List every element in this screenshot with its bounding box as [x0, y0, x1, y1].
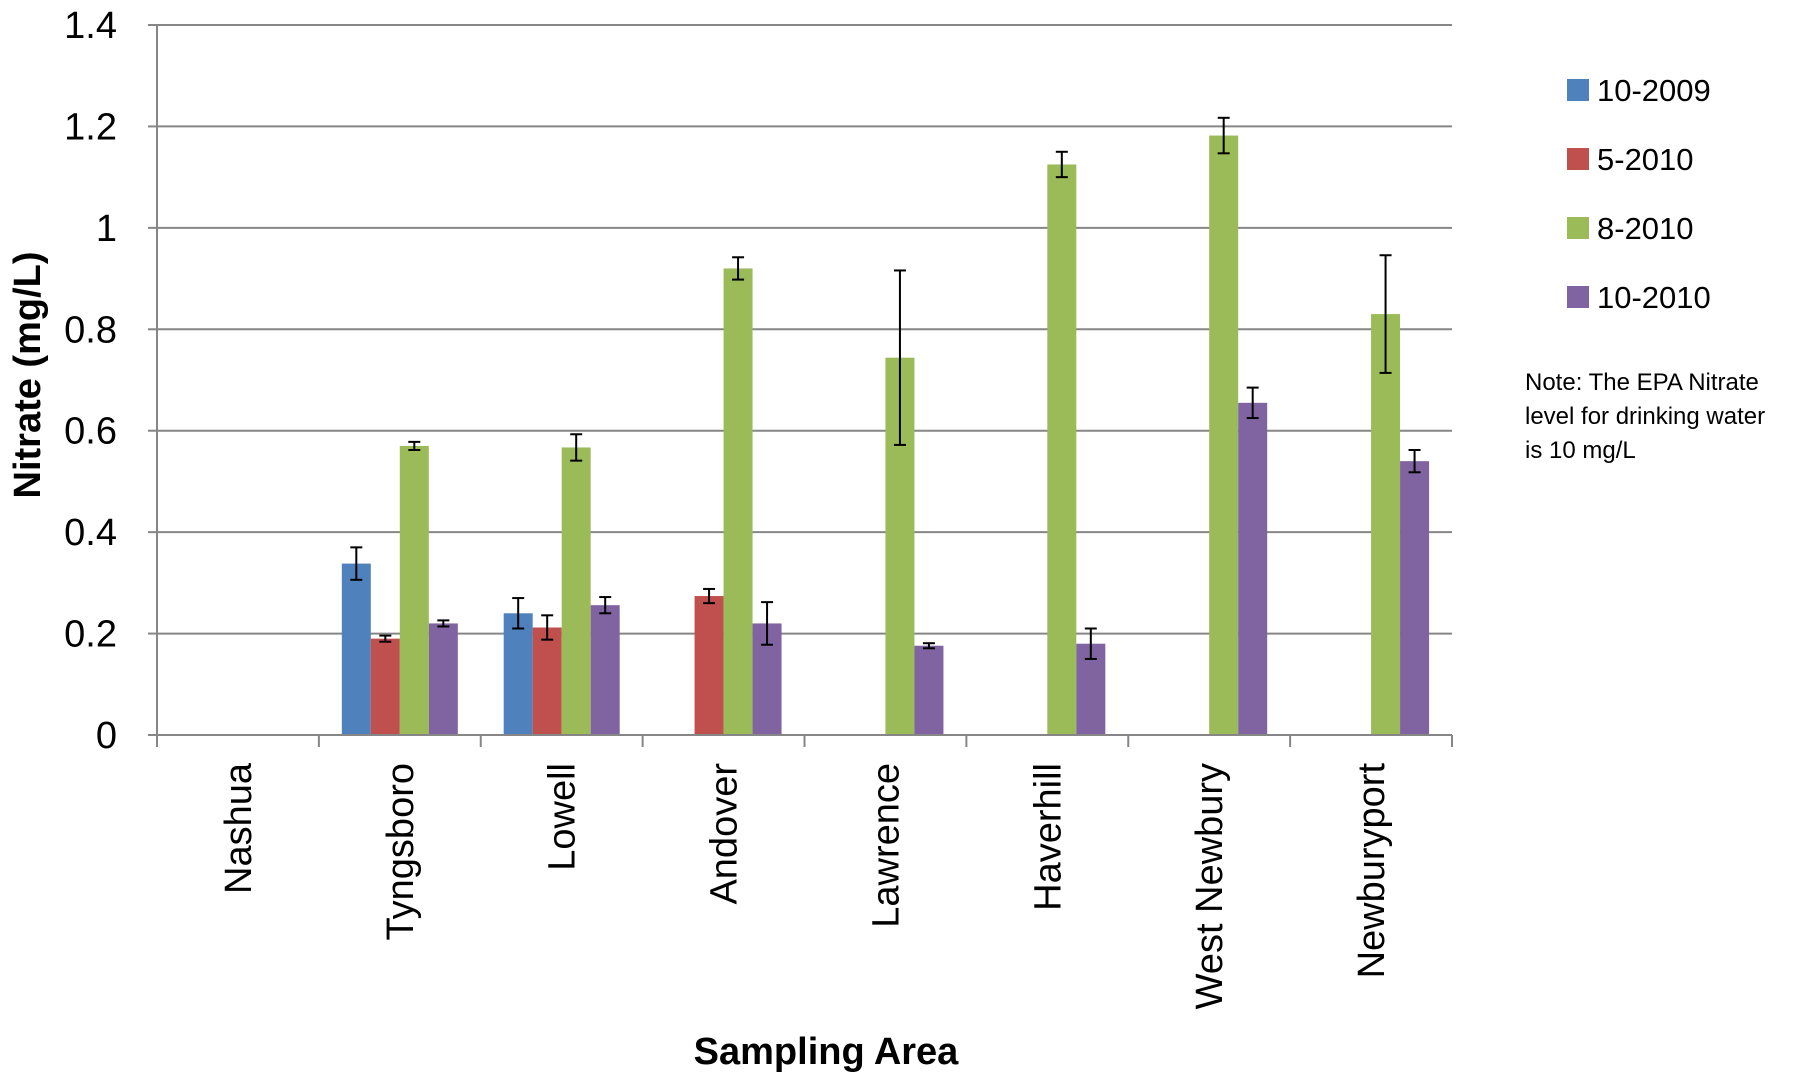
- y-tick-label: 0.4: [64, 512, 117, 554]
- legend-label: 8-2010: [1597, 211, 1694, 246]
- x-tick-label: Andover: [704, 763, 746, 905]
- bar: [341, 563, 371, 735]
- note-annotation: Note: The EPA Nitrate level for drinking …: [1525, 369, 1765, 464]
- note-line: Note: The EPA Nitrate: [1525, 369, 1759, 396]
- bar: [503, 613, 533, 735]
- tick-labels: 0 0.2 0.4 0.6 0.8 1 1.2 1.4 Nashua Tyngsboro Lowel…: [64, 5, 1393, 1009]
- bar: [399, 445, 429, 735]
- bar: [1209, 135, 1239, 736]
- y-tick-label: 1.4: [64, 5, 117, 47]
- legend-swatch: [1567, 79, 1589, 101]
- y-tick-label: 1.2: [64, 106, 117, 148]
- x-tick-label: Lowell: [542, 763, 584, 871]
- x-tick-label: Lawrence: [865, 763, 907, 928]
- x-axis-title: Sampling Area: [694, 1031, 960, 1073]
- bar: [532, 627, 562, 735]
- y-tick-label: 1: [96, 208, 117, 250]
- bar: [1238, 402, 1268, 735]
- x-tick-label: Tyngsboro: [380, 763, 422, 940]
- y-tick-label: 0: [96, 715, 117, 757]
- gridlines: [157, 24, 1452, 635]
- bar: [370, 638, 400, 735]
- bar: [694, 596, 724, 735]
- legend-label: 5-2010: [1597, 142, 1694, 177]
- axes: [148, 24, 1453, 747]
- legend-label: 10-2009: [1597, 73, 1711, 108]
- bar: [1371, 314, 1401, 735]
- bar: [723, 268, 753, 735]
- note-line: is 10 mg/L: [1525, 437, 1636, 464]
- legend-swatch: [1567, 286, 1589, 308]
- y-tick-label: 0.8: [64, 309, 117, 351]
- bar: [561, 447, 591, 735]
- bar: [590, 605, 620, 735]
- y-axis-title: Nitrate (mg/L): [7, 252, 49, 499]
- x-tick-label: Newburyport: [1351, 763, 1393, 979]
- y-tick-label: 0.6: [64, 411, 117, 453]
- bar: [1047, 164, 1077, 735]
- legend-label: 10-2010: [1597, 280, 1711, 315]
- y-tick-label: 0.2: [64, 614, 117, 656]
- bar: [1400, 461, 1430, 735]
- legend: 10-2009 5-2010 8-2010 10-2010: [1567, 73, 1711, 315]
- bar: [428, 623, 458, 735]
- x-tick-label: West Newbury: [1189, 763, 1231, 1009]
- note-line: level for drinking water: [1525, 403, 1765, 430]
- x-tick-label: Haverhill: [1027, 763, 1069, 911]
- legend-swatch: [1567, 217, 1589, 239]
- x-tick-label: Nashua: [218, 762, 260, 894]
- bar: [914, 645, 944, 735]
- legend-swatch: [1567, 148, 1589, 170]
- bars: [341, 116, 1430, 736]
